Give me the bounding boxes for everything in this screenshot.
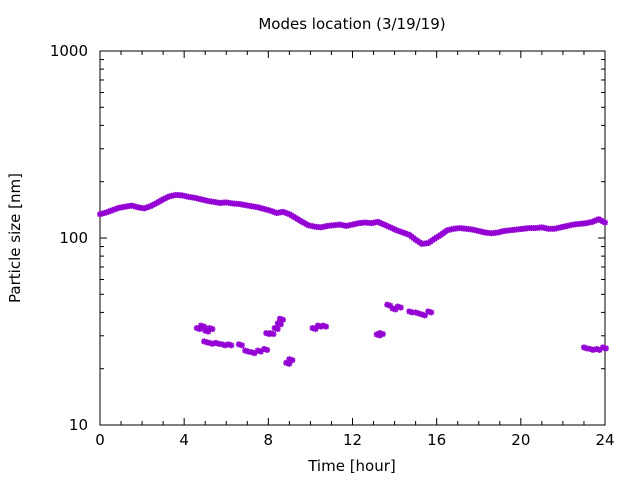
y-axis: 10 100 1000	[50, 42, 605, 434]
x-axis-label: Time [hour]	[307, 457, 396, 475]
x-tick-label: 16	[427, 431, 446, 449]
data-point	[602, 345, 609, 352]
data-point	[279, 316, 286, 323]
y-tick-label: 100	[59, 229, 88, 247]
data-point	[238, 342, 245, 349]
data-point	[251, 350, 258, 357]
x-tick-label: 12	[343, 431, 362, 449]
data-point	[289, 357, 296, 364]
data-point	[397, 304, 404, 311]
x-tick-label: 8	[264, 431, 274, 449]
data-point	[421, 312, 428, 319]
x-tick-label: 4	[179, 431, 189, 449]
data-point	[270, 331, 277, 338]
data-point	[379, 331, 386, 338]
y-tick-label: 1000	[50, 42, 88, 60]
chart-title: Modes location (3/19/19)	[258, 15, 445, 33]
data-point	[257, 348, 264, 355]
data-point	[228, 342, 235, 349]
data-point	[602, 219, 608, 226]
data-point	[376, 330, 383, 337]
data-point	[428, 309, 435, 316]
y-axis-label: Particle size [nm]	[6, 173, 24, 303]
data-point	[274, 326, 281, 333]
y-tick-label: 10	[69, 416, 88, 434]
data-point	[209, 326, 216, 333]
x-tick-label: 0	[95, 431, 105, 449]
data-point	[277, 321, 284, 328]
x-tick-label: 20	[511, 431, 530, 449]
plot-frame	[99, 50, 606, 426]
data-points	[97, 191, 609, 367]
x-axis: 0 4 8 12 16 20 24	[95, 51, 615, 449]
data-point	[323, 323, 330, 330]
data-point	[264, 346, 271, 353]
x-tick-label: 24	[595, 431, 614, 449]
